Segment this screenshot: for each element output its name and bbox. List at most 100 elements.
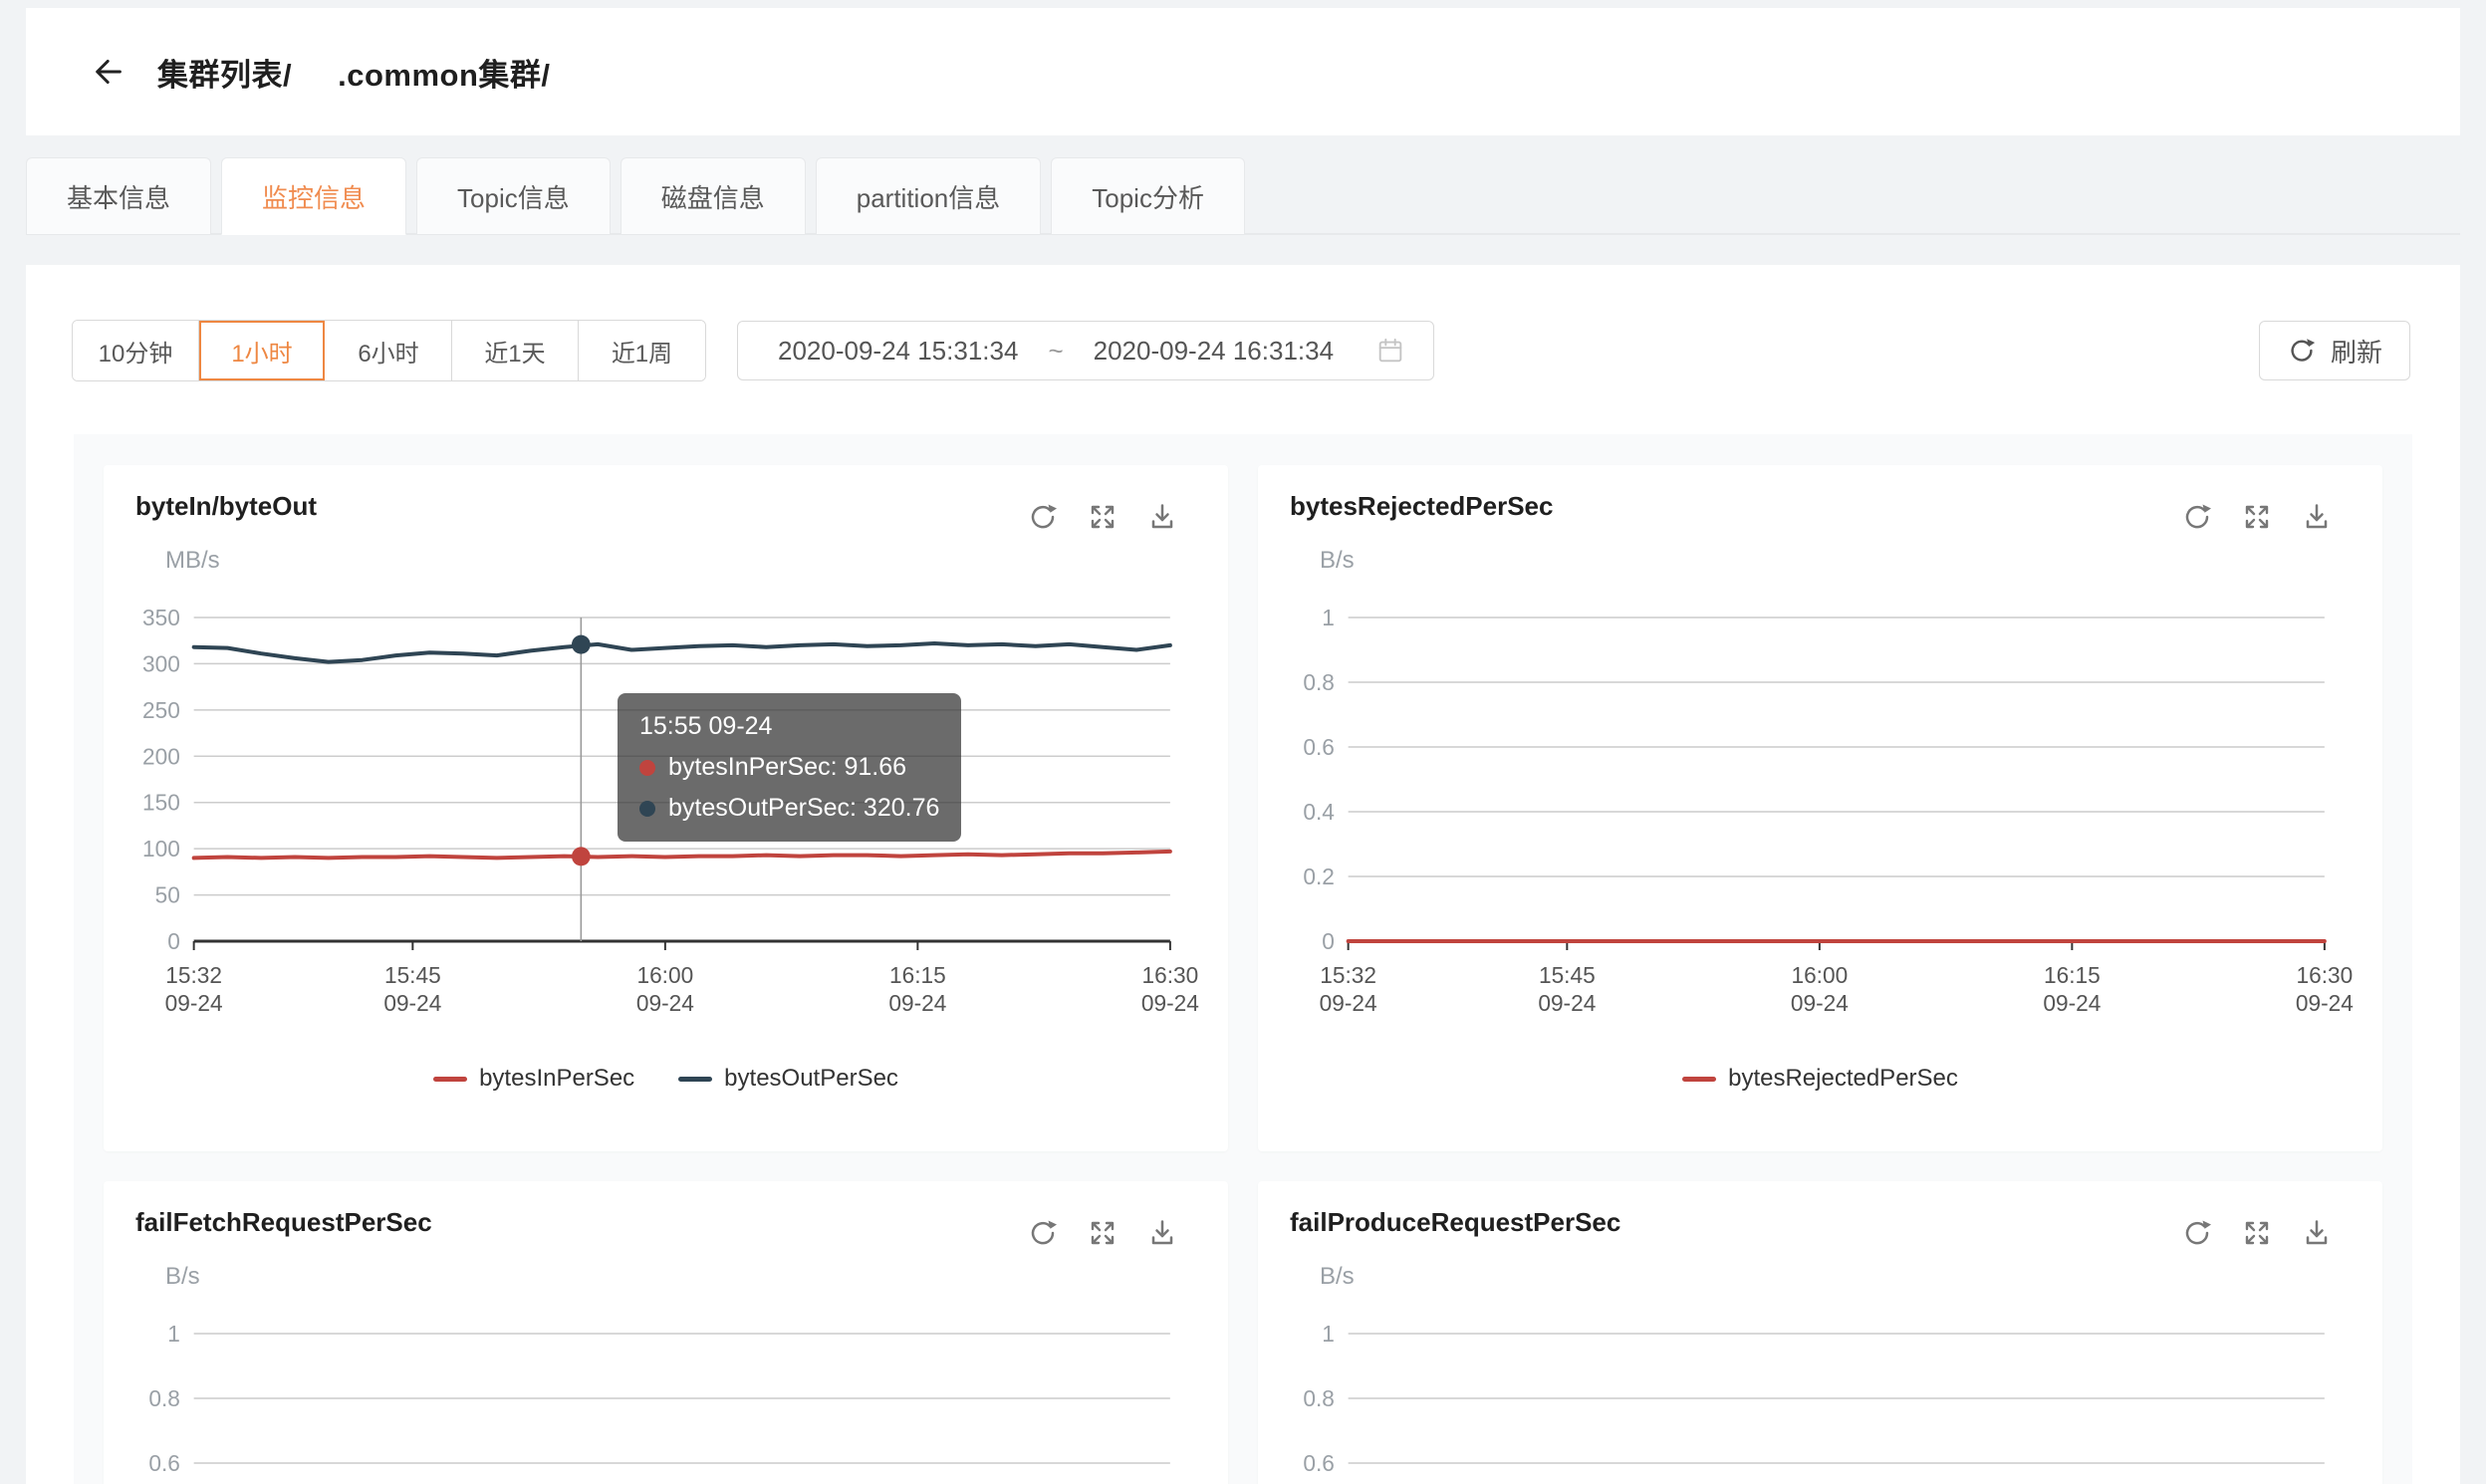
- svg-text:0.6: 0.6: [1303, 734, 1334, 760]
- svg-text:100: 100: [142, 836, 180, 862]
- range-button-10min[interactable]: 10分钟: [73, 321, 199, 380]
- svg-text:16:30: 16:30: [2297, 962, 2354, 988]
- svg-text:150: 150: [142, 790, 180, 816]
- date-range-start: 2020-09-24 15:31:34: [778, 335, 1019, 366]
- download-icon[interactable]: [2301, 501, 2333, 533]
- svg-text:0.4: 0.4: [1303, 799, 1335, 825]
- svg-text:1: 1: [167, 1321, 180, 1347]
- legend-marker: [433, 1076, 468, 1082]
- fullscreen-icon[interactable]: [2241, 1217, 2273, 1249]
- range-button-1w[interactable]: 近1周: [579, 321, 705, 380]
- svg-text:09-24: 09-24: [165, 990, 223, 1016]
- range-button-6h[interactable]: 6小时: [326, 321, 452, 380]
- legend-label: bytesOutPerSec: [724, 1065, 898, 1092]
- y-axis-unit: B/s: [1320, 547, 1355, 574]
- breadcrumb-cluster-list[interactable]: 集群列表/: [157, 57, 293, 93]
- svg-text:09-24: 09-24: [383, 990, 441, 1016]
- download-icon[interactable]: [2301, 1217, 2333, 1249]
- range-button-1d[interactable]: 近1天: [452, 321, 579, 380]
- svg-text:16:15: 16:15: [2044, 962, 2101, 988]
- svg-text:0.2: 0.2: [1303, 864, 1334, 889]
- svg-text:0.8: 0.8: [1303, 1385, 1334, 1411]
- tab-topic-info[interactable]: Topic信息: [416, 157, 611, 235]
- chart-canvas: 0.6 0.8 1: [148, 1321, 1170, 1476]
- svg-text:09-24: 09-24: [2296, 990, 2354, 1016]
- fullscreen-icon[interactable]: [2241, 501, 2273, 533]
- fullscreen-icon[interactable]: [1087, 1217, 1119, 1249]
- svg-text:15:32: 15:32: [1320, 962, 1376, 988]
- refresh-button[interactable]: 刷新: [2259, 321, 2410, 380]
- range-button-1h[interactable]: 1小时: [199, 321, 326, 380]
- back-button[interactable]: [84, 50, 127, 94]
- svg-text:300: 300: [142, 650, 180, 676]
- svg-text:16:00: 16:00: [1791, 962, 1848, 988]
- legend-item-bytesInPerSec[interactable]: bytesInPerSec: [433, 1065, 634, 1093]
- chart-actions: [2181, 501, 2333, 533]
- svg-text:16:30: 16:30: [1142, 962, 1199, 988]
- tab-bar: 基本信息 监控信息 Topic信息 磁盘信息 partition信息 Topic分析: [26, 157, 2460, 235]
- chart-toolbar: 10分钟 1小时 6小时 近1天 近1周 2020-09-24 15:31:34 ~ 2…: [26, 265, 2460, 434]
- svg-text:09-24: 09-24: [636, 990, 694, 1016]
- svg-text:0.6: 0.6: [1303, 1450, 1334, 1476]
- svg-text:09-24: 09-24: [1538, 990, 1596, 1016]
- svg-text:16:00: 16:00: [636, 962, 693, 988]
- download-icon[interactable]: [1146, 1217, 1178, 1249]
- chart-title: bytesRejectedPerSec: [1290, 491, 1554, 521]
- chart-title: failFetchRequestPerSec: [135, 1207, 432, 1237]
- monitor-panel: 10分钟 1小时 6小时 近1天 近1周 2020-09-24 15:31:34 ~ 2…: [26, 265, 2460, 1484]
- svg-text:09-24: 09-24: [1791, 990, 1849, 1016]
- svg-text:15:32: 15:32: [165, 962, 222, 988]
- svg-text:1: 1: [1322, 605, 1335, 630]
- chart-card-bytesRejectedPerSec: bytesRejectedPerSec B/s 0 0.2 0.4 0.6 0.8 1 15:3…: [1258, 465, 2382, 1151]
- svg-text:15:45: 15:45: [384, 962, 441, 988]
- svg-text:0: 0: [167, 928, 180, 954]
- legend-label: bytesInPerSec: [479, 1065, 635, 1092]
- page-header: 集群列表/ .common集群/: [26, 8, 2460, 135]
- date-range-separator: ~: [1048, 335, 1064, 366]
- tab-basic-info[interactable]: 基本信息: [26, 157, 212, 235]
- refresh-icon[interactable]: [2181, 501, 2213, 533]
- chart-card-byteIn-byteOut: byteIn/byteOut MB/s 0 50 100 150 200 250 300 350 1…: [104, 465, 1228, 1151]
- date-range-picker[interactable]: 2020-09-24 15:31:34 ~ 2020-09-24 16:31:3…: [737, 321, 1434, 380]
- svg-text:50: 50: [155, 881, 180, 907]
- tab-partition-info[interactable]: partition信息: [815, 157, 1042, 235]
- legend-marker: [1682, 1076, 1717, 1082]
- chart-canvas: 00.20.40.60.8115:3209-2415:4509-2416:000…: [1303, 605, 2354, 1016]
- svg-text:0.6: 0.6: [148, 1450, 179, 1476]
- svg-text:0: 0: [1322, 928, 1335, 954]
- refresh-icon: [2287, 336, 2317, 366]
- svg-text:250: 250: [142, 697, 180, 723]
- chart-canvas: 05010015020025030035015:3209-2415:4509-2…: [142, 605, 1199, 1016]
- tab-monitor-info[interactable]: 监控信息: [221, 157, 407, 235]
- time-range-group: 10分钟 1小时 6小时 近1天 近1周: [72, 320, 706, 381]
- legend-item-bytesRejectedPerSec[interactable]: bytesRejectedPerSec: [1682, 1065, 1958, 1093]
- chart-title: byteIn/byteOut: [135, 491, 318, 521]
- svg-text:09-24: 09-24: [1141, 990, 1199, 1016]
- fullscreen-icon[interactable]: [1087, 501, 1119, 533]
- chart-legend: bytesInPerSec bytesOutPerSec: [104, 1065, 1228, 1093]
- left-arrow-icon: [86, 52, 125, 92]
- refresh-icon[interactable]: [1027, 501, 1059, 533]
- legend-item-bytesOutPerSec[interactable]: bytesOutPerSec: [678, 1065, 898, 1093]
- refresh-icon[interactable]: [2181, 1217, 2213, 1249]
- charts-grid: byteIn/byteOut MB/s 0 50 100 150 200 250 300 350 1…: [74, 434, 2412, 1484]
- svg-text:350: 350: [142, 605, 180, 630]
- download-icon[interactable]: [1146, 501, 1178, 533]
- svg-text:09-24: 09-24: [2043, 990, 2101, 1016]
- svg-text:1: 1: [1322, 1321, 1335, 1347]
- refresh-icon[interactable]: [1027, 1217, 1059, 1249]
- y-axis-unit: MB/s: [165, 547, 220, 574]
- chart-card-failFetchRequestPerSec: failFetchRequestPerSec B/s 0.6 0.8 1: [104, 1181, 1228, 1484]
- breadcrumb-cluster-name[interactable]: .common集群/: [338, 57, 551, 93]
- chart-actions: [2181, 1217, 2333, 1249]
- legend-label: bytesRejectedPerSec: [1728, 1065, 1958, 1092]
- svg-text:0.8: 0.8: [1303, 669, 1334, 695]
- chart-card-failProduceRequestPerSec: failProduceRequestPerSec B/s 0.6 0.8 1: [1258, 1181, 2382, 1484]
- svg-text:09-24: 09-24: [1320, 990, 1377, 1016]
- tab-topic-analysis[interactable]: Topic分析: [1051, 157, 1245, 235]
- chart-actions: [1027, 501, 1178, 533]
- tab-disk-info[interactable]: 磁盘信息: [620, 157, 806, 235]
- y-axis-unit: B/s: [165, 1263, 200, 1290]
- svg-text:16:15: 16:15: [889, 962, 946, 988]
- chart-canvas: 0.6 0.8 1: [1303, 1321, 2325, 1476]
